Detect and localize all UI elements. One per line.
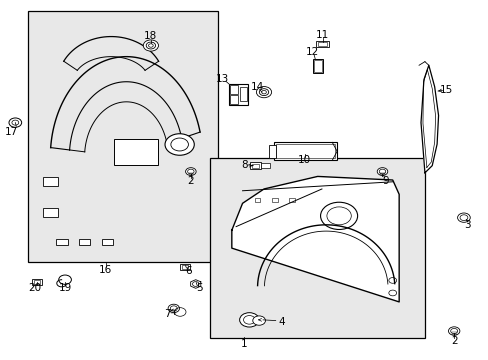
- Polygon shape: [420, 65, 438, 173]
- Circle shape: [59, 275, 71, 284]
- Text: 17: 17: [5, 127, 18, 136]
- Bar: [32, 279, 42, 285]
- Bar: [273, 142, 336, 160]
- Circle shape: [256, 86, 271, 98]
- Text: 15: 15: [439, 85, 452, 95]
- Bar: [271, 198, 277, 202]
- Bar: [314, 60, 322, 72]
- Bar: [43, 177, 58, 186]
- Bar: [43, 208, 58, 217]
- Bar: [114, 139, 158, 165]
- Circle shape: [252, 316, 265, 325]
- Bar: [210, 158, 424, 338]
- Bar: [102, 239, 113, 245]
- Bar: [250, 162, 261, 169]
- Text: 14: 14: [250, 82, 264, 92]
- Bar: [261, 163, 269, 168]
- Bar: [79, 239, 90, 245]
- Polygon shape: [231, 176, 398, 302]
- Text: 10: 10: [297, 155, 310, 165]
- Bar: [239, 87, 246, 101]
- Bar: [34, 280, 40, 284]
- Circle shape: [320, 202, 357, 229]
- Text: 13: 13: [216, 73, 229, 84]
- Bar: [318, 41, 326, 46]
- Bar: [252, 163, 259, 168]
- Circle shape: [164, 134, 194, 155]
- Bar: [312, 59, 323, 73]
- Text: 20: 20: [28, 283, 41, 293]
- Text: 9: 9: [382, 176, 388, 186]
- Bar: [180, 264, 189, 270]
- Circle shape: [457, 213, 469, 222]
- Bar: [230, 85, 237, 94]
- Circle shape: [146, 42, 155, 49]
- Text: 3: 3: [464, 220, 470, 230]
- Text: 7: 7: [164, 309, 170, 319]
- Circle shape: [143, 40, 158, 51]
- Bar: [182, 265, 187, 269]
- Text: 16: 16: [99, 265, 112, 275]
- Bar: [268, 145, 276, 158]
- Bar: [56, 239, 67, 245]
- Circle shape: [9, 118, 21, 127]
- Bar: [276, 144, 334, 158]
- Circle shape: [447, 327, 459, 335]
- Text: 2: 2: [187, 176, 194, 186]
- Circle shape: [239, 313, 259, 327]
- Text: 12: 12: [305, 46, 319, 57]
- Circle shape: [259, 89, 268, 96]
- Text: 6: 6: [185, 266, 191, 276]
- Circle shape: [168, 304, 179, 312]
- Bar: [27, 12, 217, 262]
- Text: 11: 11: [315, 30, 328, 40]
- Circle shape: [185, 168, 196, 175]
- Polygon shape: [190, 280, 201, 288]
- Bar: [230, 95, 237, 104]
- Bar: [316, 41, 328, 47]
- Bar: [254, 198, 260, 202]
- Text: 18: 18: [144, 31, 157, 41]
- Text: 2: 2: [450, 336, 457, 346]
- Circle shape: [376, 168, 387, 175]
- Text: 8: 8: [241, 160, 247, 170]
- Bar: [228, 84, 248, 105]
- Text: 19: 19: [58, 283, 72, 293]
- Text: 5: 5: [195, 283, 202, 293]
- Text: 1: 1: [241, 339, 247, 349]
- Bar: [288, 198, 294, 202]
- Text: 4: 4: [278, 317, 285, 327]
